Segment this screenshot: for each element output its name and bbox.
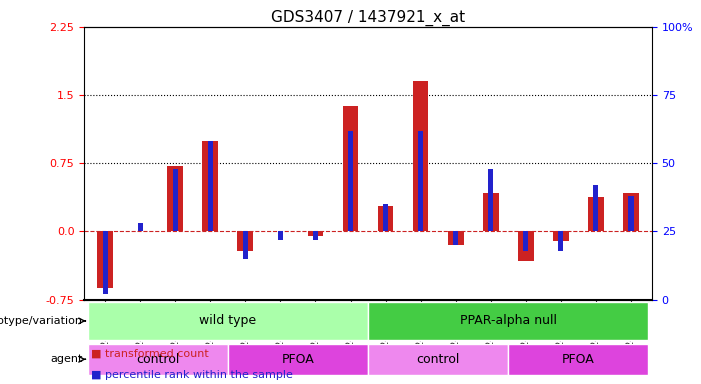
Bar (203, 141, 218, 232)
Bar (383, 204, 388, 232)
Bar (588, 197, 604, 232)
Text: agent: agent (50, 354, 83, 364)
Bar (348, 131, 353, 232)
Bar (518, 232, 533, 260)
Bar (168, 166, 183, 232)
Bar (238, 232, 253, 252)
Bar (243, 232, 248, 259)
Text: control: control (416, 353, 460, 366)
Bar (523, 232, 529, 250)
Bar (207, 141, 213, 232)
Bar (378, 206, 393, 232)
Text: ■ transformed count: ■ transformed count (91, 349, 209, 359)
Bar (483, 193, 498, 232)
FancyBboxPatch shape (368, 302, 648, 340)
Text: PFOA: PFOA (282, 353, 314, 366)
Bar (453, 232, 458, 245)
Text: ■ percentile rank within the sample: ■ percentile rank within the sample (91, 370, 293, 380)
Title: GDS3407 / 1437921_x_at: GDS3407 / 1437921_x_at (271, 9, 465, 25)
Bar (308, 232, 323, 236)
FancyBboxPatch shape (88, 302, 368, 340)
Text: genotype/variation: genotype/variation (0, 316, 83, 326)
Bar (413, 81, 428, 232)
FancyBboxPatch shape (228, 344, 368, 375)
Bar (418, 131, 423, 232)
Text: wild type: wild type (199, 314, 257, 328)
FancyBboxPatch shape (508, 344, 648, 375)
Bar (448, 232, 463, 245)
Bar (628, 196, 634, 232)
Bar (343, 106, 358, 232)
Bar (278, 232, 283, 240)
Text: PPAR-alpha null: PPAR-alpha null (460, 314, 557, 328)
Bar (172, 169, 178, 232)
Text: PFOA: PFOA (562, 353, 594, 366)
FancyBboxPatch shape (368, 344, 508, 375)
Bar (623, 193, 639, 232)
FancyBboxPatch shape (88, 344, 228, 375)
Bar (558, 232, 564, 250)
Bar (553, 232, 569, 240)
Bar (102, 232, 108, 294)
Bar (488, 169, 494, 232)
Text: control: control (136, 353, 179, 366)
Bar (97, 232, 113, 288)
Bar (137, 223, 143, 232)
Bar (593, 185, 599, 232)
Bar (313, 232, 318, 240)
